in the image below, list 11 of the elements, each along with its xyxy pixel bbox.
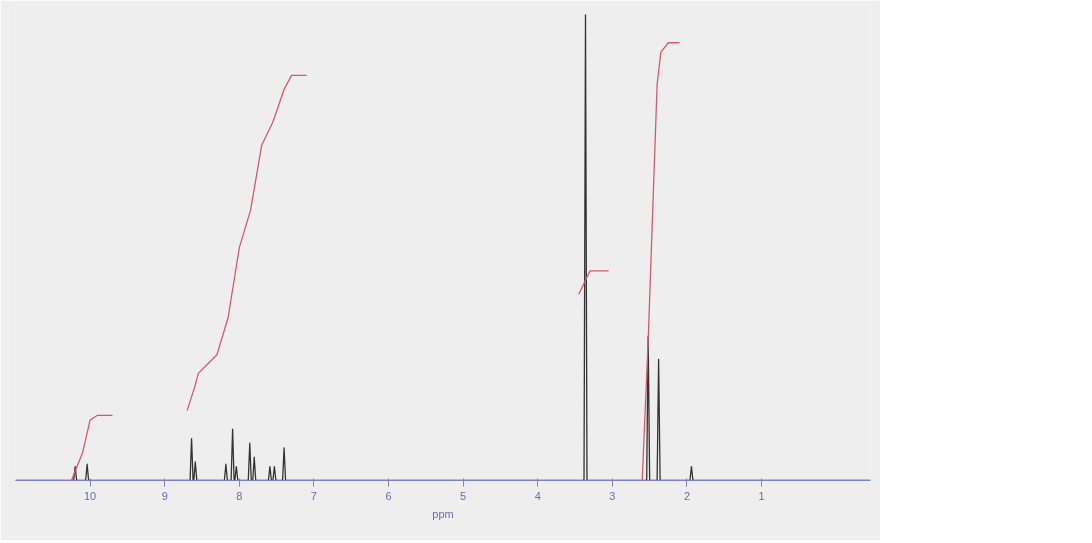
x-tick-label: 9 (161, 489, 168, 502)
x-tick-label: 8 (236, 489, 243, 502)
x-tick-label: 10 (83, 489, 97, 502)
x-tick-label: 5 (460, 489, 467, 502)
x-axis-title: ppm (432, 507, 454, 520)
x-tick-label: 2 (683, 489, 691, 502)
x-tick-label: 7 (310, 489, 317, 502)
x-tick-label: 4 (534, 489, 541, 502)
x-tick-label: 1 (758, 489, 765, 502)
x-tick-label: 3 (609, 489, 616, 502)
x-tick-label: 6 (385, 489, 392, 502)
